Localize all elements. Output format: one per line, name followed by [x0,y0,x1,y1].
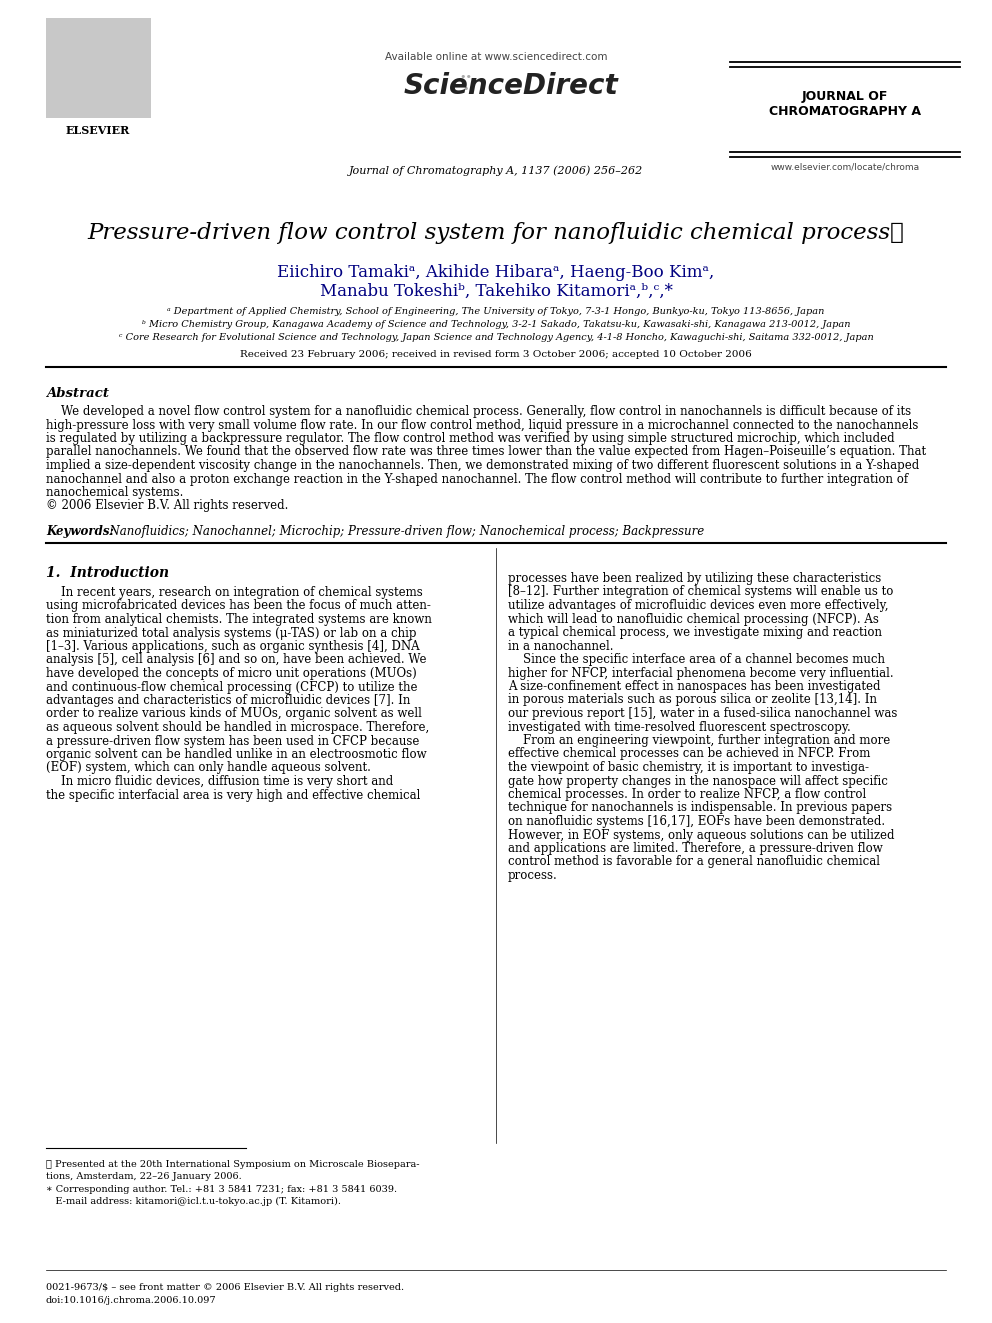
Text: JOURNAL OF: JOURNAL OF [802,90,888,103]
Text: in porous materials such as porous silica or zeolite [13,14]. In: in porous materials such as porous silic… [508,693,877,706]
Text: ⋆ Presented at the 20th International Symposium on Microscale Biosepara-: ⋆ Presented at the 20th International Sy… [46,1160,420,1170]
Text: and applications are limited. Therefore, a pressure-driven flow: and applications are limited. Therefore,… [508,841,883,855]
Text: In micro fluidic devices, diffusion time is very short and: In micro fluidic devices, diffusion time… [46,775,393,789]
Text: ••
•: •• • [459,71,472,94]
Text: analysis [5], cell analysis [6] and so on, have been achieved. We: analysis [5], cell analysis [6] and so o… [46,654,427,667]
Text: a pressure-driven flow system has been used in CFCP because: a pressure-driven flow system has been u… [46,734,420,747]
Text: parallel nanochannels. We found that the observed flow rate was three times lowe: parallel nanochannels. We found that the… [46,446,927,459]
Text: E-mail address: kitamori@icl.t.u-tokyo.ac.jp (T. Kitamori).: E-mail address: kitamori@icl.t.u-tokyo.a… [46,1197,341,1207]
Text: process.: process. [508,869,558,882]
Text: have developed the concepts of micro unit operations (MUOs): have developed the concepts of micro uni… [46,667,417,680]
Text: Since the specific interface area of a channel becomes much: Since the specific interface area of a c… [508,654,885,665]
Text: using microfabricated devices has been the focus of much atten-: using microfabricated devices has been t… [46,599,431,613]
Text: investigated with time-resolved fluorescent spectroscopy.: investigated with time-resolved fluoresc… [508,721,851,733]
Text: Received 23 February 2006; received in revised form 3 October 2006; accepted 10 : Received 23 February 2006; received in r… [240,351,752,359]
Text: nanochemical systems.: nanochemical systems. [46,486,184,499]
Text: ᵃ Department of Applied Chemistry, School of Engineering, The University of Toky: ᵃ Department of Applied Chemistry, Schoo… [168,307,824,316]
Text: chemical processes. In order to realize NFCP, a flow control: chemical processes. In order to realize … [508,789,866,800]
Text: Abstract: Abstract [46,388,109,400]
Text: and continuous-flow chemical processing (CFCP) to utilize the: and continuous-flow chemical processing … [46,680,418,693]
Text: technique for nanochannels is indispensable. In previous papers: technique for nanochannels is indispensa… [508,802,892,815]
Text: We developed a novel flow control system for a nanofluidic chemical process. Gen: We developed a novel flow control system… [46,405,911,418]
Text: A size-confinement effect in nanospaces has been investigated: A size-confinement effect in nanospaces … [508,680,881,693]
Text: order to realize various kinds of MUOs, organic solvent as well: order to realize various kinds of MUOs, … [46,708,422,721]
Text: advantages and characteristics of microfluidic devices [7]. In: advantages and characteristics of microf… [46,695,411,706]
Text: gate how property changes in the nanospace will affect specific: gate how property changes in the nanospa… [508,774,888,787]
Text: our previous report [15], water in a fused-silica nanochannel was: our previous report [15], water in a fus… [508,706,898,720]
Text: [1–3]. Various applications, such as organic synthesis [4], DNA: [1–3]. Various applications, such as org… [46,640,420,654]
Text: Eiichiro Tamakiᵃ, Akihide Hibaraᵃ, Haeng-Boo Kimᵃ,: Eiichiro Tamakiᵃ, Akihide Hibaraᵃ, Haeng… [278,265,714,280]
Text: ᶜ Core Research for Evolutional Science and Technology, Japan Science and Techno: ᶜ Core Research for Evolutional Science … [119,333,873,343]
Text: [8–12]. Further integration of chemical systems will enable us to: [8–12]. Further integration of chemical … [508,586,894,598]
Text: higher for NFCP, interfacial phenomena become very influential.: higher for NFCP, interfacial phenomena b… [508,667,894,680]
Text: ∗ Corresponding author. Tel.: +81 3 5841 7231; fax: +81 3 5841 6039.: ∗ Corresponding author. Tel.: +81 3 5841… [46,1185,397,1193]
Text: CHROMATOGRAPHY A: CHROMATOGRAPHY A [769,105,921,118]
Text: Keywords:: Keywords: [46,525,114,538]
Text: ELSEVIER: ELSEVIER [65,124,130,136]
Text: the specific interfacial area is very high and effective chemical: the specific interfacial area is very hi… [46,789,421,802]
Text: ᵇ Micro Chemistry Group, Kanagawa Academy of Science and Technology, 3-2-1 Sakad: ᵇ Micro Chemistry Group, Kanagawa Academ… [142,320,850,329]
Text: as aqueous solvent should be handled in microspace. Therefore,: as aqueous solvent should be handled in … [46,721,430,734]
Text: 0021-9673/$ – see front matter © 2006 Elsevier B.V. All rights reserved.: 0021-9673/$ – see front matter © 2006 El… [46,1283,404,1293]
Text: which will lead to nanofluidic chemical processing (NFCP). As: which will lead to nanofluidic chemical … [508,613,879,626]
Text: www.elsevier.com/locate/chroma: www.elsevier.com/locate/chroma [771,163,920,172]
Text: However, in EOF systems, only aqueous solutions can be utilized: However, in EOF systems, only aqueous so… [508,828,895,841]
Text: ScienceDirect: ScienceDirect [404,71,618,101]
Text: high-pressure loss with very small volume flow rate. In our flow control method,: high-pressure loss with very small volum… [46,418,919,431]
Text: (EOF) system, which can only handle aqueous solvent.: (EOF) system, which can only handle aque… [46,762,371,774]
Bar [46,19,151,118]
Text: Pressure-driven flow control system for nanofluidic chemical process⋆: Pressure-driven flow control system for … [87,222,905,243]
Text: organic solvent can be handled unlike in an electroosmotic flow: organic solvent can be handled unlike in… [46,747,427,761]
Text: 1.  Introduction: 1. Introduction [46,566,169,579]
Text: a typical chemical process, we investigate mixing and reaction: a typical chemical process, we investiga… [508,626,882,639]
Text: In recent years, research on integration of chemical systems: In recent years, research on integration… [46,586,423,599]
Text: From an engineering viewpoint, further integration and more: From an engineering viewpoint, further i… [508,734,890,747]
Text: processes have been realized by utilizing these characteristics: processes have been realized by utilizin… [508,572,881,585]
Text: Journal of Chromatography A, 1137 (2006) 256–262: Journal of Chromatography A, 1137 (2006)… [349,165,643,176]
Text: effective chemical processes can be achieved in NFCP. From: effective chemical processes can be achi… [508,747,870,761]
Text: as miniaturized total analysis systems (μ-TAS) or lab on a chip: as miniaturized total analysis systems (… [46,627,417,639]
Text: in a nanochannel.: in a nanochannel. [508,639,613,652]
Text: © 2006 Elsevier B.V. All rights reserved.: © 2006 Elsevier B.V. All rights reserved… [46,500,289,512]
Text: tion from analytical chemists. The integrated systems are known: tion from analytical chemists. The integ… [46,613,432,626]
Text: is regulated by utilizing a backpressure regulator. The flow control method was : is regulated by utilizing a backpressure… [46,433,895,445]
Text: nanochannel and also a proton exchange reaction in the Y-shaped nanochannel. The: nanochannel and also a proton exchange r… [46,472,908,486]
Text: on nanofluidic systems [16,17], EOFs have been demonstrated.: on nanofluidic systems [16,17], EOFs hav… [508,815,885,828]
Text: doi:10.1016/j.chroma.2006.10.097: doi:10.1016/j.chroma.2006.10.097 [46,1297,216,1304]
Text: Manabu Tokeshiᵇ, Takehiko Kitamoriᵃ,ᵇ,ᶜ,*: Manabu Tokeshiᵇ, Takehiko Kitamoriᵃ,ᵇ,ᶜ,… [319,283,673,300]
Text: utilize advantages of microfluidic devices even more effectively,: utilize advantages of microfluidic devic… [508,599,889,613]
Text: implied a size-dependent viscosity change in the nanochannels. Then, we demonstr: implied a size-dependent viscosity chang… [46,459,920,472]
Text: Nanofluidics; Nanochannel; Microchip; Pressure-driven flow; Nanochemical process: Nanofluidics; Nanochannel; Microchip; Pr… [102,525,704,538]
Text: tions, Amsterdam, 22–26 January 2006.: tions, Amsterdam, 22–26 January 2006. [46,1172,242,1181]
Text: control method is favorable for a general nanofluidic chemical: control method is favorable for a genera… [508,856,880,868]
Text: the viewpoint of basic chemistry, it is important to investiga-: the viewpoint of basic chemistry, it is … [508,761,869,774]
Text: Available online at www.sciencedirect.com: Available online at www.sciencedirect.co… [385,52,607,62]
